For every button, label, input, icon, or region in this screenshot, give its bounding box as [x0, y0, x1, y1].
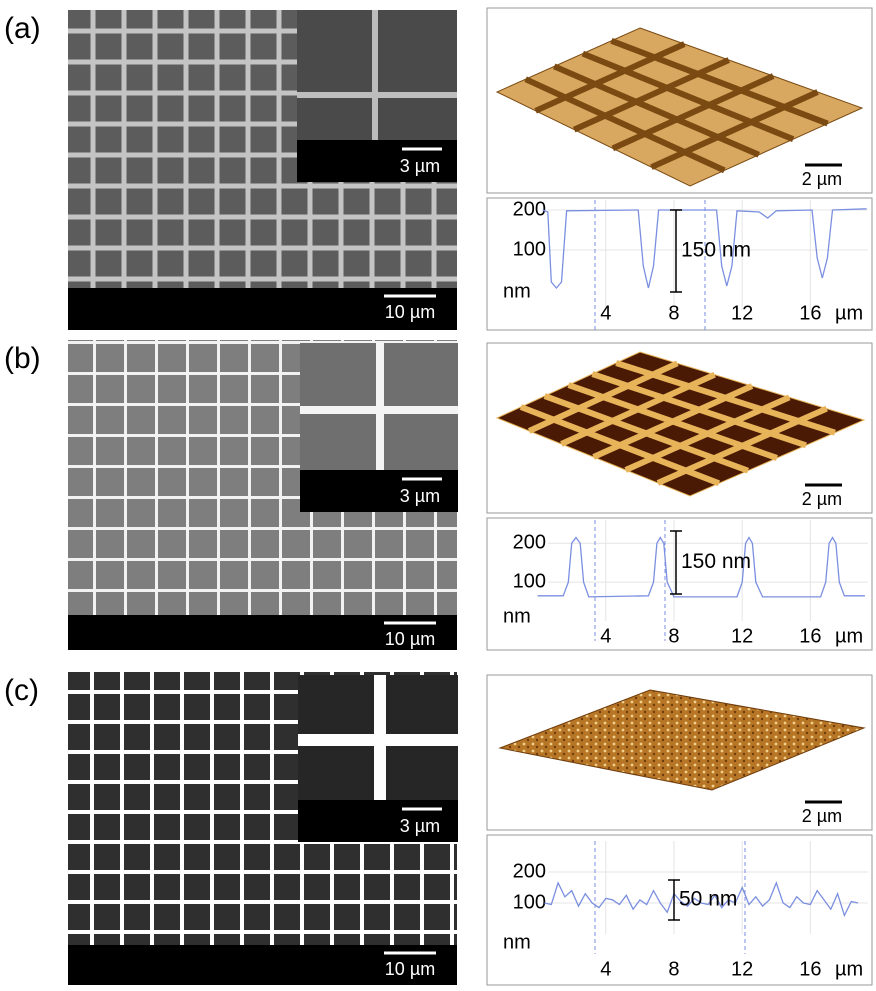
x-tick-label: 4 — [600, 302, 611, 324]
y-axis-label: nm — [503, 931, 531, 953]
inset-line — [372, 10, 378, 140]
x-tick-label: 8 — [668, 302, 679, 324]
x-tick-label: 12 — [731, 625, 753, 647]
x-tick-label: 12 — [731, 958, 753, 980]
scale-label: 2 µm — [802, 169, 842, 189]
x-axis-label: µm — [835, 625, 863, 647]
x-tick-label: 8 — [668, 625, 679, 647]
scale-label: 3 µm — [400, 816, 440, 836]
x-tick-label: 12 — [731, 302, 753, 324]
y-tick-label: 200 — [513, 532, 546, 554]
page: (a) 10 µm 3 µm 2 µm 200 100 nm 4 8 12 16 µm 150 nm (b… — [0, 0, 876, 991]
y-tick-label: 100 — [513, 238, 546, 260]
panel-label: (a) — [4, 12, 41, 45]
scale-label: 10 µm — [385, 629, 435, 649]
x-tick-label: 16 — [799, 302, 821, 324]
inset-line — [300, 406, 458, 414]
x-axis-label: µm — [835, 302, 863, 324]
scale-label: 3 µm — [400, 156, 440, 176]
y-tick-label: 100 — [513, 570, 546, 592]
y-axis-label: nm — [503, 605, 531, 627]
scale-label: 2 µm — [802, 489, 842, 509]
x-tick-label: 16 — [799, 625, 821, 647]
scale-label: 10 µm — [385, 302, 435, 322]
x-axis-label: µm — [835, 958, 863, 980]
x-tick-label: 8 — [668, 958, 679, 980]
panel-label: (c) — [4, 674, 39, 707]
annotation: 50 nm — [679, 888, 737, 911]
scale-label: 3 µm — [400, 486, 440, 506]
y-tick-label: 200 — [513, 860, 546, 882]
annotation: 150 nm — [681, 550, 751, 573]
x-tick-label: 16 — [799, 958, 821, 980]
figure: (a) 10 µm 3 µm 2 µm 200 100 nm 4 8 12 16 µm 150 nm (b… — [0, 0, 876, 986]
inset-line — [298, 734, 458, 746]
panel-label: (b) — [4, 342, 41, 375]
y-tick-label: 100 — [513, 891, 546, 913]
x-tick-label: 4 — [600, 958, 611, 980]
y-tick-label: 200 — [513, 198, 546, 220]
scale-label: 2 µm — [802, 806, 842, 826]
x-tick-label: 4 — [600, 625, 611, 647]
inset-line — [297, 92, 457, 98]
scale-label: 10 µm — [385, 959, 435, 979]
y-axis-label: nm — [503, 280, 531, 302]
annotation: 150 nm — [681, 239, 751, 262]
